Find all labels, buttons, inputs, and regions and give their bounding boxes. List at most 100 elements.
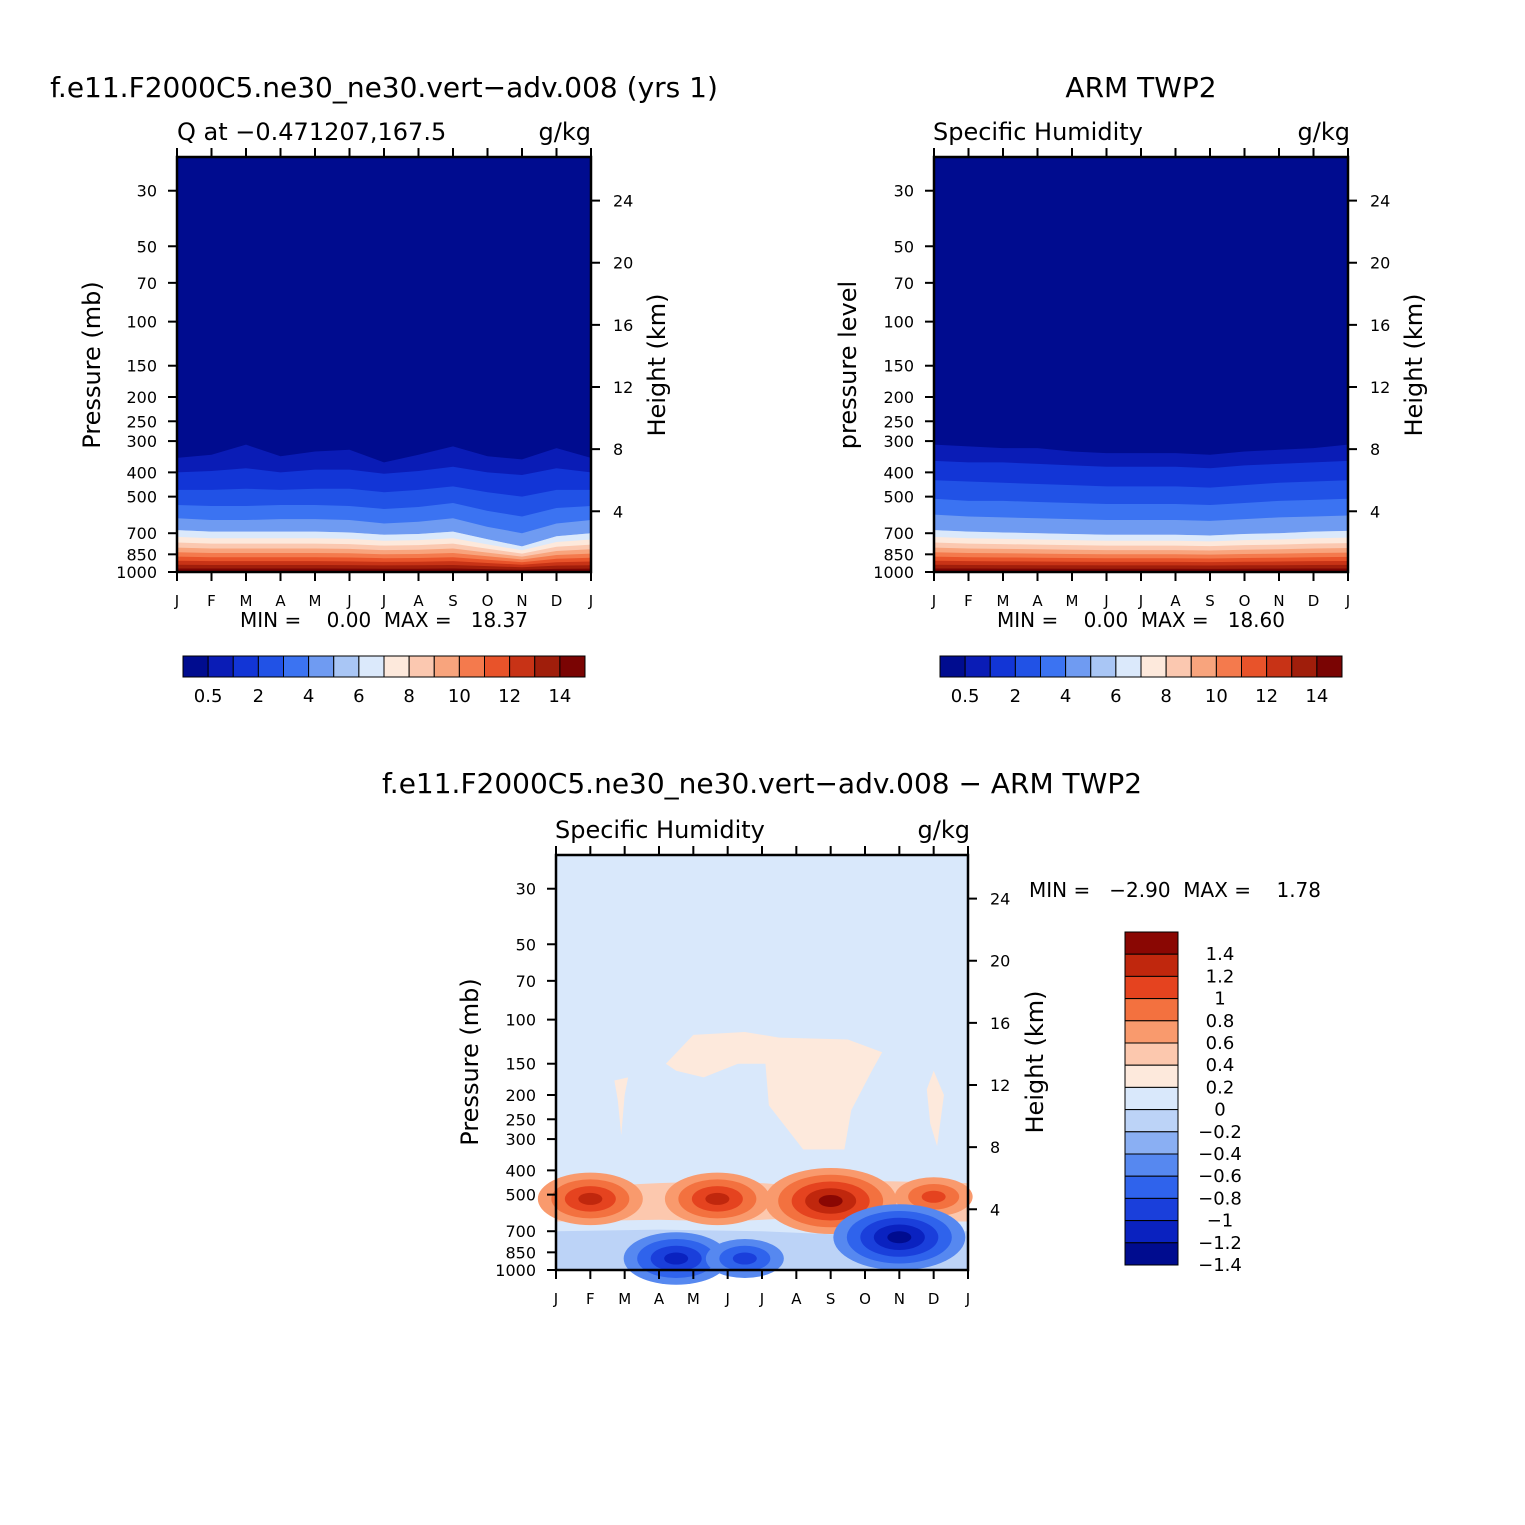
colorbar-label: 4 [1060, 686, 1071, 707]
colorbar-swatch [207, 655, 234, 678]
y2-tick-label: 4 [613, 502, 623, 521]
x-tick-label: J [174, 592, 179, 610]
colorbar-label: 1.2 [1206, 966, 1235, 987]
x-tick-label: N [516, 592, 527, 610]
colorbar-label: 0.8 [1206, 1011, 1235, 1032]
colorbar-label: 8 [403, 686, 414, 707]
colorbar-swatch [1165, 655, 1192, 678]
x-tick-label: M [618, 1290, 631, 1308]
colorbar-swatch [939, 655, 966, 678]
x-tick-label: N [1273, 592, 1284, 610]
colorbar-label: −1.4 [1198, 1255, 1242, 1276]
x-tick-label: J [1345, 592, 1350, 610]
negative-anomaly [732, 1252, 757, 1265]
colorbar-swatch [1124, 975, 1179, 1000]
colorbar-label: 10 [448, 686, 471, 707]
colorbar-swatch [358, 655, 385, 678]
x-tick-label: D [1308, 592, 1320, 610]
y-tick-label: 850 [505, 1243, 536, 1262]
colorbar-label: 8 [1160, 686, 1171, 707]
y-tick-label: 250 [505, 1110, 536, 1129]
colorbar-label: 10 [1205, 686, 1228, 707]
x-tick-label: S [448, 592, 458, 610]
stats-text: MIN = 0.00 MAX = 18.37 [240, 608, 528, 632]
colorbar-swatch [1065, 655, 1092, 678]
colorbar-swatch [1124, 1086, 1179, 1111]
x-tick-label: J [588, 592, 593, 610]
x-tick-label: D [551, 592, 563, 610]
colorbar-swatch [182, 655, 209, 678]
y-tick-label: 70 [137, 274, 157, 293]
y-tick-label: 500 [883, 488, 914, 507]
panel-subtitle: Specific Humidity [933, 118, 1143, 146]
y-tick-label: 850 [883, 545, 914, 564]
y-tick-label: 700 [505, 1222, 536, 1241]
negative-anomaly [664, 1252, 689, 1265]
colorbar-label: −0.8 [1198, 1188, 1242, 1209]
colorbar-swatch [1124, 953, 1179, 977]
colorbar-label: 6 [353, 686, 364, 707]
x-tick-label: J [346, 592, 351, 610]
y2-tick-label: 4 [1370, 502, 1380, 521]
colorbar-swatch [1140, 655, 1167, 678]
y-tick-label: 300 [126, 432, 157, 451]
colorbar-swatch [1124, 1020, 1179, 1044]
y2-tick-label: 12 [1370, 378, 1390, 397]
colorbar-swatch [1124, 1175, 1179, 1199]
x-tick-label: O [1239, 592, 1251, 610]
y-tick-label: 300 [505, 1130, 536, 1149]
y-tick-label: 300 [883, 432, 914, 451]
y2-axis-label: Height (km) [1021, 991, 1049, 1134]
y-tick-label: 150 [126, 357, 157, 376]
y-tick-label: 50 [137, 237, 157, 256]
y-tick-label: 1000 [873, 563, 914, 582]
colorbar: 0.5 2 4 6 8 10 12 14 [182, 655, 586, 707]
x-tick-label: F [207, 592, 216, 610]
colorbar-label: −1.2 [1198, 1233, 1242, 1254]
colorbar-label: 4 [303, 686, 314, 707]
y2-tick-label: 8 [990, 1138, 1000, 1157]
y-axis-label: Pressure (mb) [78, 281, 106, 448]
colorbar-swatch [257, 655, 284, 678]
panel-difference: f.e11.F2000C5.ne30_ne30.vert−adv.008 − A… [382, 767, 1321, 1308]
y-tick-label: 150 [505, 1055, 536, 1074]
y-tick-label: 500 [126, 488, 157, 507]
panel-title: ARM TWP2 [1065, 71, 1216, 104]
colorbar-swatch [484, 655, 511, 678]
y-tick-label: 200 [505, 1086, 536, 1105]
x-tick-label: A [791, 1290, 802, 1308]
positive-anomaly [578, 1192, 603, 1205]
y2-tick-label: 16 [990, 1014, 1010, 1033]
y-tick-label: 30 [894, 182, 914, 201]
stats-text: MIN = 0.00 MAX = 18.60 [997, 608, 1285, 632]
colorbar-label: −1 [1207, 1211, 1234, 1232]
y2-tick-label: 4 [990, 1200, 1000, 1219]
colorbar-label: −0.2 [1198, 1122, 1242, 1143]
panel-units: g/kg [539, 118, 591, 146]
x-tick-label: D [928, 1290, 940, 1308]
y2-tick-label: 16 [613, 316, 633, 335]
colorbar-swatch [408, 655, 435, 678]
negative-anomaly [887, 1231, 912, 1244]
y-tick-label: 100 [505, 1011, 536, 1030]
colorbar-swatch [1266, 655, 1293, 678]
colorbar-swatch [1124, 931, 1179, 955]
colorbar-label: 14 [548, 686, 571, 707]
colorbar-label: 0.5 [951, 686, 980, 707]
colorbar-swatch [1316, 655, 1343, 678]
y-tick-label: 850 [126, 545, 157, 564]
colorbar-swatch [509, 655, 536, 678]
colorbar-swatch [1090, 655, 1117, 678]
x-tick-label: M [240, 592, 253, 610]
x-tick-label: A [413, 592, 424, 610]
colorbar-swatch [1124, 1197, 1179, 1222]
y-tick-label: 30 [516, 880, 536, 899]
y-tick-label: 200 [126, 388, 157, 407]
colorbar: 0.5 2 4 6 8 10 12 14 [939, 655, 1343, 707]
y2-tick-label: 12 [990, 1076, 1010, 1095]
y2-tick-label: 12 [613, 378, 633, 397]
y-tick-label: 100 [126, 313, 157, 332]
y-tick-label: 200 [883, 388, 914, 407]
y-tick-label: 30 [137, 182, 157, 201]
colorbar-swatch [559, 655, 586, 678]
